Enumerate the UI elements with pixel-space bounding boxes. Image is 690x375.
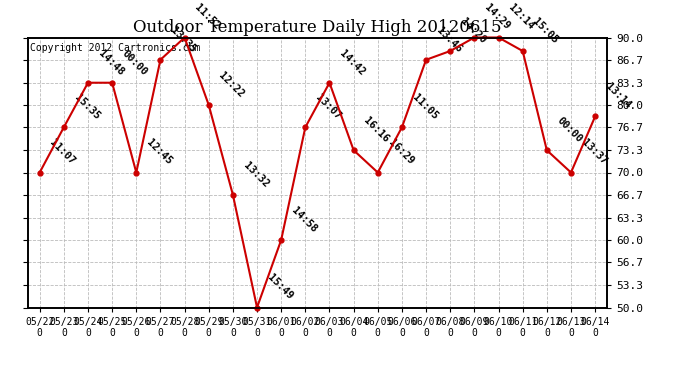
- Text: 13:32: 13:32: [241, 160, 270, 189]
- Title: Outdoor Temperature Daily High 20120615: Outdoor Temperature Daily High 20120615: [133, 19, 502, 36]
- Text: 13:37: 13:37: [580, 138, 609, 167]
- Text: 16:16: 16:16: [362, 116, 391, 145]
- Text: 14:29: 14:29: [483, 3, 512, 32]
- Text: 11:07: 11:07: [48, 138, 77, 167]
- Text: 14:48: 14:48: [97, 48, 126, 77]
- Text: 15:05: 15:05: [531, 16, 560, 45]
- Text: 12:14: 12:14: [507, 3, 536, 32]
- Text: 00:00: 00:00: [121, 48, 150, 77]
- Text: Copyright 2012 Cartronics.com: Copyright 2012 Cartronics.com: [30, 43, 201, 53]
- Text: 16:29: 16:29: [386, 138, 415, 167]
- Text: 14:58: 14:58: [290, 205, 319, 234]
- Text: 13:07: 13:07: [314, 93, 343, 122]
- Text: 13:46: 13:46: [435, 25, 464, 54]
- Text: 14:20: 14:20: [459, 16, 488, 45]
- Text: 15:35: 15:35: [72, 93, 101, 122]
- Text: 12:22: 12:22: [217, 70, 246, 99]
- Text: 13:14: 13:14: [604, 82, 633, 111]
- Text: 11:05: 11:05: [411, 93, 440, 122]
- Text: 11:52: 11:52: [193, 3, 222, 32]
- Text: 13:35: 13:35: [169, 25, 198, 54]
- Text: 14:42: 14:42: [338, 48, 367, 77]
- Text: 00:00: 00:00: [555, 116, 584, 145]
- Text: 12:45: 12:45: [145, 138, 174, 167]
- Text: 15:49: 15:49: [266, 273, 295, 302]
